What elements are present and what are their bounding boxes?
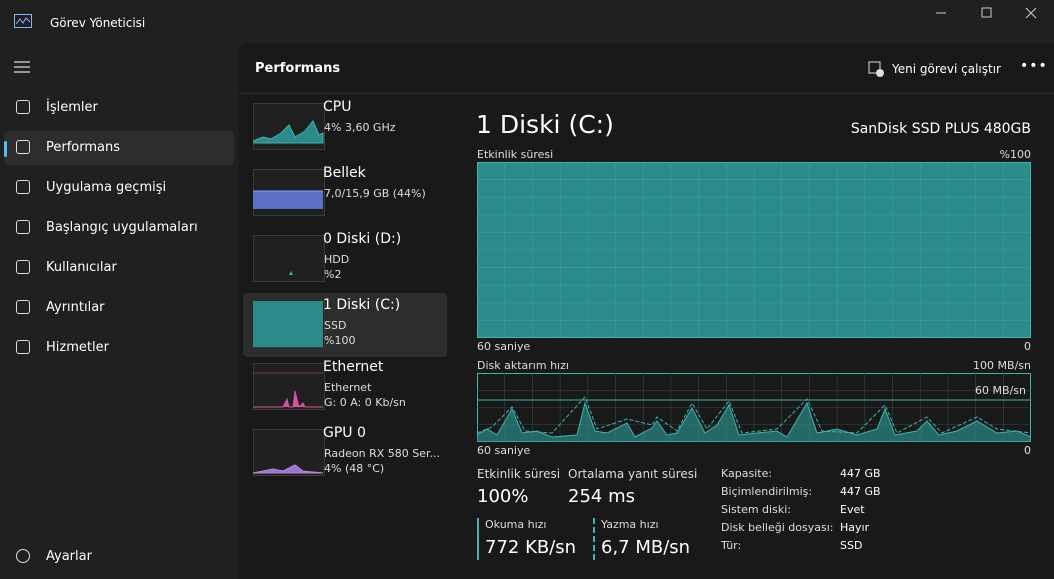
chart-time: 60 saniye [477,444,531,457]
device-info: G: 0 A: 0 Kb/sn [324,396,406,409]
device-name: GPU 0 [323,425,366,441]
device-info: 4% 3,60 GHz [324,121,396,134]
settings-label: Ayarlar [46,549,92,564]
nav-item[interactable]: Başlangıç uygulamaları [4,211,234,245]
nav-icon [16,300,30,314]
app-icon [14,14,32,28]
activity-chart [477,162,1031,338]
menu-button[interactable] [14,61,30,73]
device-graph [253,103,325,150]
device-graph [253,429,325,476]
device-info: Radeon RX 580 Ser... [324,447,441,460]
nav-item[interactable]: Uygulama geçmişi [4,171,234,205]
device-info: 7,0/15,9 GB (44%) [324,187,426,200]
device-name: 1 Diski (C:) [323,297,401,313]
nav-icon [16,180,30,194]
transfer-chart [477,373,1031,442]
read-legend [477,518,479,560]
chart-max: 100 MB/sn [973,359,1031,372]
chart-label: Disk aktarım hızı [477,359,569,372]
chart-time: 60 saniye [477,340,531,353]
stat-label: Yazma hızı [601,518,659,531]
page-title: Performans [255,61,341,76]
nav-label: Performans [46,140,121,155]
nav-icon [16,220,30,234]
device-name: 0 Diski (D:) [323,231,402,247]
nav-item[interactable]: İşlemler [4,91,234,125]
nav-icon [16,340,30,354]
device-item[interactable]: GPU 0 Radeon RX 580 Ser... 4% (48 °C) [243,421,447,485]
property-value: SSD [840,539,863,552]
property-value: Hayır [840,521,870,534]
device-info: %2 [324,268,342,281]
chart-max: %100 [999,148,1031,161]
device-info: Ethernet [324,381,372,394]
nav-item[interactable]: Kullanıcılar [4,251,234,285]
nav-item[interactable]: Ayrıntılar [4,291,234,325]
model: SanDisk SSD PLUS 480GB [850,121,1031,137]
device-graph [253,301,325,348]
write-legend [593,518,595,560]
stat-label: Etkinlik süresi [477,467,561,481]
property-label: Disk belleği dosyası: [721,521,834,534]
device-item[interactable]: 1 Diski (C:) SSD %100 [243,293,447,357]
device-name: CPU [323,99,352,115]
device-name: Ethernet [323,359,384,375]
nav-item[interactable]: Performans [4,131,234,165]
device-item[interactable]: Bellek 7,0/15,9 GB (44%) [243,161,447,225]
settings[interactable]: Ayarlar [4,540,234,574]
stat-value: 254 ms [568,486,635,507]
chart-marker: 60 MB/sn [975,384,1026,397]
property-label: Kapasite: [721,467,773,480]
run-icon [868,61,884,77]
window-controls[interactable] [930,0,1054,28]
property-value: 447 GB [840,467,881,480]
property-value: Evet [840,503,865,516]
device-item[interactable]: Ethernet Ethernet G: 0 A: 0 Kb/sn [243,355,447,419]
nav-label: Hizmetler [46,340,109,355]
property-label: Sistem diski: [721,503,791,516]
device-name: Bellek [323,165,366,181]
stat-value: 100% [477,486,529,507]
device-graph [253,235,325,282]
nav-icon [16,100,30,114]
device-graph [253,363,325,410]
stat-value: 6,7 MB/sn [601,537,691,558]
chart-min: 0 [1024,340,1031,353]
chart-min: 0 [1024,444,1031,457]
device-item[interactable]: 0 Diski (D:) HDD %2 [243,227,447,291]
nav-label: Uygulama geçmişi [46,180,167,195]
device-item[interactable]: CPU 4% 3,60 GHz [243,95,447,159]
stat-value: 772 KB/sn [485,537,577,558]
window-title: Görev Yöneticisi [50,16,146,30]
device-info: HDD [324,253,350,266]
device-info: SSD [324,319,347,332]
device-graph [253,169,325,216]
stat-label: Okuma hızı [485,518,547,531]
chart-label: Etkinlik süresi [477,148,554,161]
detail-title: 1 Diski (C:) [476,110,614,139]
nav-item[interactable]: Hizmetler [4,331,234,365]
device-info: 4% (48 °C) [324,462,385,475]
property-label: Tür: [721,539,742,552]
property-label: Biçimlendirilmiş: [721,485,813,498]
nav-label: İşlemler [46,100,98,115]
more-button[interactable]: ••• [1020,58,1048,74]
property-value: 447 GB [840,485,881,498]
nav-icon [16,140,30,154]
divider [239,93,1054,94]
device-info: %100 [324,334,356,347]
nav-label: Ayrıntılar [46,300,105,315]
stat-label: Ortalama yanıt süresi [568,467,698,481]
nav-icon [16,260,30,274]
run-task[interactable]: Yeni görevi çalıştır [892,62,1001,76]
nav-label: Başlangıç uygulamaları [46,220,198,235]
nav-label: Kullanıcılar [46,260,117,275]
